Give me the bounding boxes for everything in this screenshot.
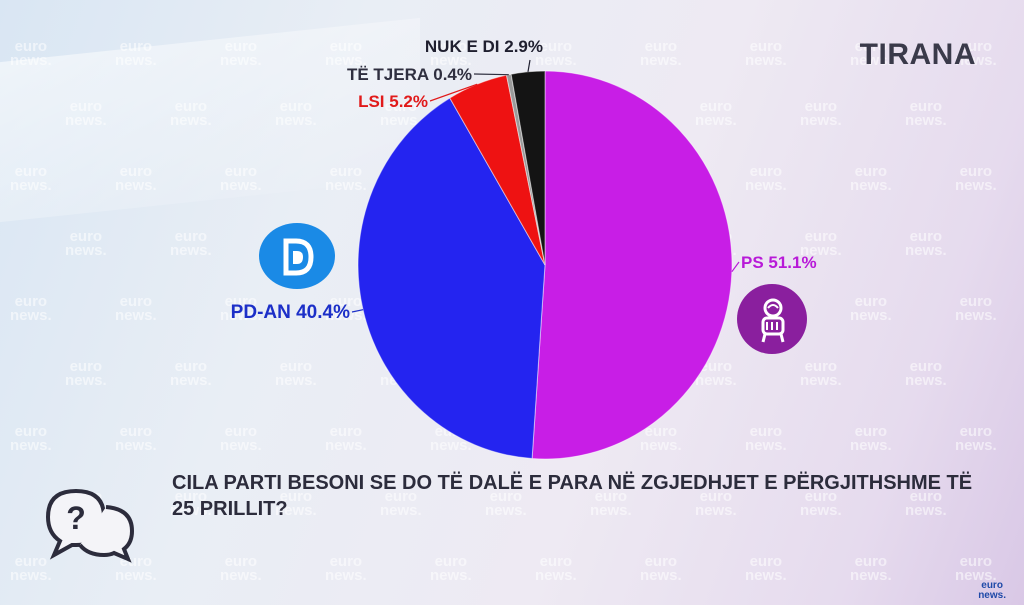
pie-slice-pd [357, 97, 546, 460]
pie-slice-ps [531, 70, 733, 460]
euronews-corner-logo: euro news. [978, 580, 1006, 601]
leader-line-dont_know [527, 59, 531, 72]
slice-label-others: TË TJERA 0.4% [347, 65, 472, 84]
slice-label-dont_know: NUK E DI 2.9% [425, 37, 543, 56]
leader-line-lsi [429, 83, 478, 102]
svg-text:?: ? [66, 500, 86, 536]
leader-line-others [473, 73, 509, 76]
slice-label-pd: PD-AN 40.4% [231, 302, 350, 323]
leader-line-pd [351, 309, 364, 313]
leader-line-ps [731, 261, 740, 273]
region-title: TIRANA [859, 38, 976, 71]
ps-rose-fist-icon [737, 284, 807, 354]
slice-label-lsi: LSI 5.2% [358, 92, 428, 111]
question-bubbles-icon: ? [40, 485, 140, 570]
poll-question: CILA PARTI BESONI SE DO TË DALË E PARA N… [172, 472, 973, 520]
slice-label-ps: PS 51.1% [741, 253, 817, 272]
pd-logo-icon [259, 223, 335, 289]
